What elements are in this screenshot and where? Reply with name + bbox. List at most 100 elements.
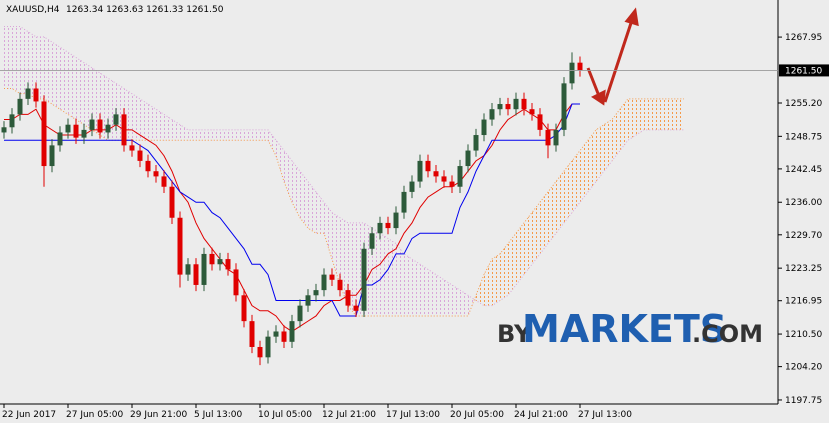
candle-body bbox=[393, 212, 399, 229]
arrow-up bbox=[603, 19, 634, 103]
cloud-segment bbox=[324, 202, 332, 260]
cloud-segment bbox=[4, 26, 12, 89]
cloud-segment bbox=[316, 191, 324, 234]
candle-body bbox=[297, 305, 303, 322]
cloud-segment bbox=[404, 253, 412, 316]
cloud-segment bbox=[220, 129, 228, 141]
candle-body bbox=[257, 346, 263, 358]
cloud-segment bbox=[660, 98, 668, 130]
candle-body bbox=[17, 98, 23, 115]
candle-body bbox=[145, 160, 151, 172]
candle-body bbox=[105, 124, 111, 133]
cloud-segment bbox=[532, 202, 540, 265]
cloud-segment bbox=[300, 171, 308, 229]
watermark-markets: MARKETS bbox=[522, 307, 727, 351]
current-price-label: 1261.50 bbox=[785, 66, 822, 76]
indicator-line bbox=[4, 103, 580, 317]
cloud-segment bbox=[252, 129, 260, 141]
candle-body bbox=[265, 336, 271, 358]
cloud-segment bbox=[452, 284, 460, 316]
candle-body bbox=[505, 104, 511, 110]
cloud-segment bbox=[76, 57, 84, 125]
candle-body bbox=[73, 124, 79, 138]
candle-body bbox=[193, 264, 199, 285]
candle-body bbox=[441, 176, 447, 182]
candle-body bbox=[161, 176, 167, 187]
candle-body bbox=[25, 88, 31, 99]
candle-body bbox=[153, 171, 159, 177]
symbol: XAUUSD,H4 bbox=[6, 5, 60, 15]
candle-body bbox=[1, 127, 7, 133]
candle-body bbox=[473, 135, 479, 151]
candle-body bbox=[217, 259, 223, 265]
cloud-segment bbox=[372, 228, 380, 316]
candle-body bbox=[537, 114, 543, 130]
y-tick-label: 1267.95 bbox=[785, 33, 822, 43]
cloud-segment bbox=[524, 212, 532, 275]
cloud-segment bbox=[276, 140, 284, 182]
candle-body bbox=[569, 62, 575, 84]
cloud-segment bbox=[628, 98, 636, 141]
cloud-segment bbox=[460, 290, 468, 316]
candle-body bbox=[33, 88, 39, 102]
candle-body bbox=[137, 150, 143, 161]
cloud-segment bbox=[476, 274, 484, 306]
candle-body bbox=[401, 191, 407, 213]
cloud-segment bbox=[564, 160, 572, 223]
cloud-segment bbox=[212, 129, 220, 141]
y-tick-label: 1236.00 bbox=[785, 198, 822, 208]
candle-body bbox=[353, 305, 359, 311]
candle-body bbox=[201, 253, 207, 285]
candle-body bbox=[177, 217, 183, 275]
candle-body bbox=[225, 259, 231, 270]
y-tick-label: 1210.50 bbox=[785, 330, 822, 340]
axes: 1197.75 1204.20 1210.50 1216.95 1223.25 1229.… bbox=[0, 33, 829, 420]
cloud-segment bbox=[644, 98, 652, 130]
candle-body bbox=[561, 83, 567, 130]
cloud-segment bbox=[620, 98, 628, 151]
cloud-segment bbox=[132, 93, 140, 141]
cloud-segment bbox=[188, 129, 196, 141]
cloud-segment bbox=[332, 212, 340, 285]
cloud-segment bbox=[668, 98, 676, 130]
candle-body bbox=[249, 321, 255, 347]
cloud bbox=[4, 25, 684, 317]
cloud-segment bbox=[604, 119, 612, 172]
cloud-segment bbox=[84, 62, 92, 130]
candle-body bbox=[97, 119, 103, 133]
forecast-arrows bbox=[586, 7, 639, 106]
candle-body bbox=[553, 129, 559, 146]
candle-body bbox=[361, 248, 367, 311]
cloud-segment bbox=[492, 253, 500, 306]
candle-body bbox=[489, 109, 495, 120]
cloud-segment bbox=[244, 129, 252, 141]
cloud-segment bbox=[572, 150, 580, 213]
arrow-head bbox=[591, 89, 606, 106]
cloud-segment bbox=[548, 181, 556, 244]
cloud-segment bbox=[12, 26, 20, 94]
candle-body bbox=[57, 132, 63, 146]
cloud-segment bbox=[148, 104, 156, 141]
x-tick-label: 22 Jun 2017 bbox=[2, 410, 56, 420]
cloud-segment bbox=[164, 114, 172, 141]
current-price-box bbox=[779, 64, 829, 77]
cloud-segment bbox=[236, 129, 244, 141]
cloud-segment bbox=[652, 98, 660, 130]
candle-body bbox=[409, 181, 415, 192]
cloud-segment bbox=[60, 47, 68, 115]
watermark: BY MARKETS .COM bbox=[497, 307, 763, 351]
cloud-segment bbox=[556, 171, 564, 234]
candle-body bbox=[129, 145, 135, 151]
x-tick-label: 27 Jul 13:00 bbox=[578, 410, 632, 420]
x-tick-label: 5 Jul 13:00 bbox=[194, 410, 243, 420]
cloud-segment bbox=[292, 160, 300, 218]
candle-body bbox=[273, 331, 279, 337]
candle-body bbox=[313, 290, 319, 296]
cloud-segment bbox=[204, 129, 212, 141]
candle-body bbox=[305, 295, 311, 306]
cloud-segment bbox=[420, 264, 428, 316]
cloud-segment bbox=[284, 150, 292, 203]
cloud-segment bbox=[36, 36, 44, 99]
